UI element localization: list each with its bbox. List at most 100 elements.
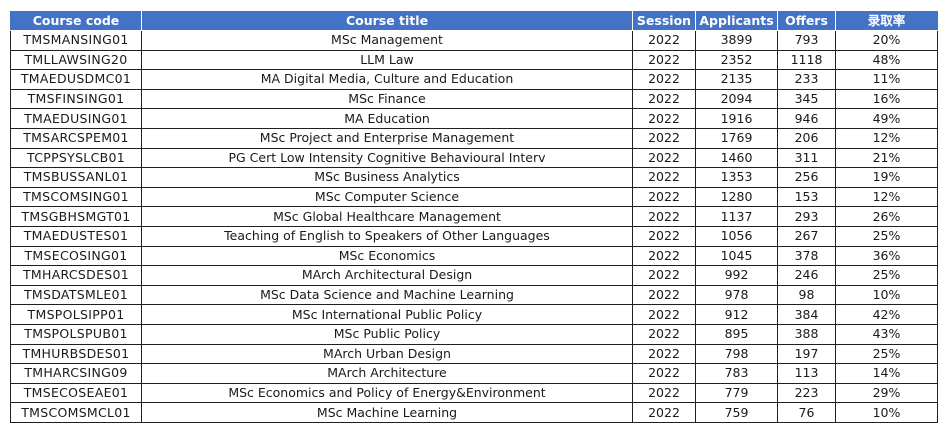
cell-applicants: 2135 <box>695 69 778 90</box>
cell-course-title: LLM Law <box>141 49 633 71</box>
cell-course-code: TMSARCSPEM01 <box>10 127 142 149</box>
cell-session: 2022 <box>632 304 696 325</box>
cell-applicants: 779 <box>695 382 778 404</box>
cell-admission-rate: 12% <box>835 127 938 149</box>
cell-session: 2022 <box>632 167 696 188</box>
table-body: TMSMANSING01 MSc Management 2022 3899 793 20%… <box>10 30 938 423</box>
cell-session: 2022 <box>632 225 696 247</box>
cell-admission-rate: 20% <box>835 30 938 51</box>
cell-admission-rate: 25% <box>835 225 938 247</box>
table-row: TMSPOLSIPP01 MSc International Public Pol… <box>10 304 938 325</box>
cell-applicants: 1045 <box>695 245 778 267</box>
header-course-title: Course title <box>141 11 633 31</box>
cell-course-code: TMHURBSDES01 <box>10 343 142 365</box>
cell-course-code: TMAEDUSING01 <box>10 108 142 129</box>
cell-admission-rate: 49% <box>835 108 938 129</box>
table-row: TMSCOMSING01 MSc Computer Science 2022 1280… <box>10 186 938 208</box>
cell-course-code: TMSFINSING01 <box>10 88 142 110</box>
cell-session: 2022 <box>632 30 696 51</box>
cell-offers: 384 <box>777 304 836 325</box>
cell-offers: 946 <box>777 108 836 129</box>
cell-session: 2022 <box>632 402 696 423</box>
cell-course-code: TMHARCSDES01 <box>10 265 142 286</box>
cell-course-title: MSc Economics <box>141 245 633 267</box>
cell-applicants: 1769 <box>695 127 778 149</box>
cell-course-title: MArch Architectural Design <box>141 265 633 286</box>
cell-admission-rate: 48% <box>835 49 938 71</box>
cell-course-title: MArch Architecture <box>141 363 633 384</box>
cell-offers: 153 <box>777 186 836 208</box>
cell-admission-rate: 25% <box>835 265 938 286</box>
admissions-table: Course code Course title Session Applica… <box>10 11 938 423</box>
cell-session: 2022 <box>632 127 696 149</box>
cell-offers: 267 <box>777 225 836 247</box>
cell-course-code: TMHARCSING09 <box>10 363 142 384</box>
cell-admission-rate: 21% <box>835 147 938 169</box>
cell-offers: 345 <box>777 88 836 110</box>
cell-session: 2022 <box>632 382 696 404</box>
cell-course-title: MSc Economics and Policy of Energy&Envir… <box>141 382 633 404</box>
header-offers: Offers <box>777 11 836 31</box>
cell-offers: 113 <box>777 363 836 384</box>
cell-course-code: TMSECOSEAE01 <box>10 382 142 404</box>
cell-session: 2022 <box>632 245 696 267</box>
cell-offers: 197 <box>777 343 836 365</box>
cell-course-code: TMAEDUSDMC01 <box>10 69 142 90</box>
cell-applicants: 2352 <box>695 49 778 71</box>
cell-offers: 388 <box>777 323 836 345</box>
cell-course-title: PG Cert Low Intensity Cognitive Behaviou… <box>141 147 633 169</box>
cell-admission-rate: 10% <box>835 284 938 306</box>
cell-course-title: MArch Urban Design <box>141 343 633 365</box>
cell-offers: 293 <box>777 206 836 227</box>
cell-offers: 256 <box>777 167 836 188</box>
cell-course-code: TMSPOLSIPP01 <box>10 304 142 325</box>
cell-course-code: TMSMANSING01 <box>10 30 142 51</box>
table-row: TMAEDUSING01 MA Education 2022 1916 946 49% <box>10 108 938 129</box>
table-row: TMSFINSING01 MSc Finance 2022 2094 345 16% <box>10 88 938 110</box>
cell-session: 2022 <box>632 284 696 306</box>
cell-offers: 793 <box>777 30 836 51</box>
header-applicants: Applicants <box>695 11 778 31</box>
cell-admission-rate: 11% <box>835 69 938 90</box>
cell-applicants: 895 <box>695 323 778 345</box>
table-row: TMSDATSMLE01 MSc Data Science and Machine… <box>10 284 938 306</box>
cell-applicants: 3899 <box>695 30 778 51</box>
table-row: TMSPOLSPUB01 MSc Public Policy 2022 895 388 4… <box>10 323 938 345</box>
table-row: TMAEDUSDMC01 MA Digital Media, Culture an… <box>10 69 938 90</box>
table-row: TMSBUSSANL01 MSc Business Analytics 2022 13… <box>10 167 938 188</box>
cell-admission-rate: 14% <box>835 363 938 384</box>
table-row: TCPPSYSLCB01 PG Cert Low Intensity Cognit… <box>10 147 938 169</box>
header-course-code: Course code <box>10 11 142 31</box>
cell-course-title: MSc Project and Enterprise Management <box>141 127 633 149</box>
cell-applicants: 798 <box>695 343 778 365</box>
cell-course-title: MSc Management <box>141 30 633 51</box>
cell-course-title: MA Digital Media, Culture and Education <box>141 69 633 90</box>
cell-course-title: MSc Computer Science <box>141 186 633 208</box>
cell-applicants: 1056 <box>695 225 778 247</box>
cell-course-title: MSc Machine Learning <box>141 402 633 423</box>
table-row: TMSCOMSMCL01 MSc Machine Learning 2022 759 7… <box>10 402 938 423</box>
cell-applicants: 759 <box>695 402 778 423</box>
cell-course-code: TMAEDUSTES01 <box>10 225 142 247</box>
cell-course-code: TMSPOLSPUB01 <box>10 323 142 345</box>
cell-course-title: MA Education <box>141 108 633 129</box>
cell-session: 2022 <box>632 88 696 110</box>
cell-session: 2022 <box>632 147 696 169</box>
table-row: TMSARCSPEM01 MSc Project and Enterprise M… <box>10 127 938 149</box>
cell-course-title: MSc Global Healthcare Management <box>141 206 633 227</box>
cell-offers: 233 <box>777 69 836 90</box>
cell-session: 2022 <box>632 206 696 227</box>
cell-course-code: TCPPSYSLCB01 <box>10 147 142 169</box>
cell-admission-rate: 12% <box>835 186 938 208</box>
table-row: TMSECOSEAE01 MSc Economics and Policy of … <box>10 382 938 404</box>
cell-offers: 246 <box>777 265 836 286</box>
cell-offers: 311 <box>777 147 836 169</box>
cell-session: 2022 <box>632 108 696 129</box>
cell-session: 2022 <box>632 323 696 345</box>
cell-course-code: TMLLAWSING20 <box>10 49 142 71</box>
cell-admission-rate: 26% <box>835 206 938 227</box>
cell-applicants: 2094 <box>695 88 778 110</box>
cell-offers: 223 <box>777 382 836 404</box>
cell-offers: 206 <box>777 127 836 149</box>
header-admission-rate: 录取率 <box>835 11 938 31</box>
